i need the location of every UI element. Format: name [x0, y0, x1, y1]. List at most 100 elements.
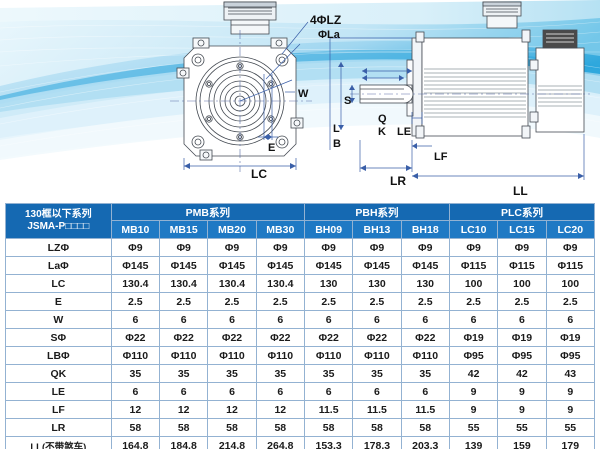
cell-LC15: Φ19 [497, 328, 547, 347]
cell-MB20: 130.4 [207, 274, 257, 293]
row-label: LR [5, 418, 112, 437]
dim-label-le: LE [397, 126, 412, 138]
table-row: LC 130.4 130.4 130.4 130.4 130 130 130 100 100 100 [5, 274, 596, 293]
dim-label-la: ΦLa [318, 29, 340, 41]
series-header-PMB系列: PMB系列 [110, 203, 305, 221]
dim-label-e: E [268, 142, 276, 154]
cell-BH18: 203.3 [400, 436, 450, 449]
cell-MB30: Φ22 [255, 328, 305, 347]
cell-BH09: 6 [303, 382, 354, 401]
cell-LC10: 42 [448, 364, 499, 383]
cell-LC20: 9 [545, 400, 596, 419]
cell-BH13: Φ22 [352, 328, 402, 347]
model-header-LC10: LC10 [448, 220, 499, 239]
model-header-MB10: MB10 [110, 220, 161, 239]
dim-label-lf: LF [434, 151, 448, 163]
model-header-BH13: BH13 [352, 220, 402, 239]
cell-MB20: 2.5 [207, 292, 257, 311]
table-row: LaΦ Φ145 Φ145 Φ145 Φ145 Φ145 Φ145 Φ145 Φ115 Φ115 Φ… [5, 256, 596, 275]
cell-LC10: Φ95 [448, 346, 499, 365]
cell-MB15: Φ110 [159, 346, 209, 365]
cell-LC10: 139 [448, 436, 499, 449]
cell-BH09: Φ22 [303, 328, 354, 347]
model-header-BH09: BH09 [303, 220, 354, 239]
cell-MB10: 58 [110, 418, 161, 437]
table-row: LE 6 6 6 6 6 6 6 9 9 9 [5, 382, 596, 401]
cell-BH18: Φ110 [400, 346, 450, 365]
cell-LC20: 6 [545, 310, 596, 329]
side-view [359, 1, 585, 139]
corner-line-1: 130框以下系列 [25, 209, 92, 220]
cell-MB20: 214.8 [207, 436, 257, 449]
dim-label-l: L [333, 123, 340, 135]
row-label: LZΦ [5, 238, 112, 257]
cell-MB10: 12 [110, 400, 161, 419]
cell-BH13: 58 [352, 418, 402, 437]
cell-MB10: 6 [110, 382, 161, 401]
specification-table: 130框以下系列 JSMA-P□□□□ PMB系列 PBH系列 PLC系列 MB10… [5, 203, 596, 449]
cell-MB30: Φ145 [255, 256, 305, 275]
cell-MB30: 58 [255, 418, 305, 437]
row-label: LF [5, 400, 112, 419]
corner-header: 130框以下系列 JSMA-P□□□□ [5, 203, 112, 239]
cell-MB10: 164.8 [110, 436, 161, 449]
dim-label-k: K [378, 126, 386, 138]
series-header-PLC系列: PLC系列 [448, 203, 596, 221]
cell-BH13: 178.3 [352, 436, 402, 449]
model-header-LC15: LC15 [497, 220, 547, 239]
table-head: 130框以下系列 JSMA-P□□□□ PMB系列 PBH系列 PLC系列 MB10… [5, 203, 596, 239]
cell-MB10: Φ22 [110, 328, 161, 347]
cell-MB30: 35 [255, 364, 305, 383]
cell-BH13: 11.5 [352, 400, 402, 419]
cell-MB30: 2.5 [255, 292, 305, 311]
cell-MB20: Φ110 [207, 346, 257, 365]
row-label: LC [5, 274, 112, 293]
row-label: LL(不带煞车) [5, 436, 112, 449]
cell-BH09: Φ9 [303, 238, 354, 257]
cell-MB30: 6 [255, 382, 305, 401]
cell-MB20: 6 [207, 382, 257, 401]
cell-MB30: 264.8 [255, 436, 305, 449]
dim-label-q: Q [378, 113, 387, 125]
cell-MB30: 12 [255, 400, 305, 419]
cell-LC20: Φ95 [545, 346, 596, 365]
table-row: E 2.5 2.5 2.5 2.5 2.5 2.5 2.5 2.5 2.5 2.5 [5, 292, 596, 311]
dim-label-w: W [298, 88, 309, 100]
cell-LC10: 100 [448, 274, 499, 293]
cell-BH18: Φ9 [400, 238, 450, 257]
cell-LC20: 55 [545, 418, 596, 437]
cell-BH13: 2.5 [352, 292, 402, 311]
dim-label-s: S [344, 95, 352, 107]
series-header-PBH系列: PBH系列 [303, 203, 450, 221]
cell-LC15: 55 [497, 418, 547, 437]
cell-BH18: 6 [400, 382, 450, 401]
cell-MB20: Φ22 [207, 328, 257, 347]
cell-BH13: 35 [352, 364, 402, 383]
row-label: E [5, 292, 112, 311]
cell-LC10: Φ19 [448, 328, 499, 347]
cell-LC10: 9 [448, 400, 499, 419]
cell-BH09: 35 [303, 364, 354, 383]
cell-BH09: Φ145 [303, 256, 354, 275]
cell-BH13: Φ110 [352, 346, 402, 365]
cell-BH18: 2.5 [400, 292, 450, 311]
row-label: SΦ [5, 328, 112, 347]
cell-MB10: 130.4 [110, 274, 161, 293]
table-row: LZΦ Φ9 Φ9 Φ9 Φ9 Φ9 Φ9 Φ9 Φ9 Φ9 Φ9 [5, 238, 596, 257]
cell-LC15: 159 [497, 436, 547, 449]
series-header-row: 130框以下系列 JSMA-P□□□□ PMB系列 PBH系列 PLC系列 [5, 203, 596, 239]
table-row: LR 58 58 58 58 58 58 58 55 55 55 [5, 418, 596, 437]
corner-line-2: JSMA-P□□□□ [27, 221, 90, 232]
cell-BH09: Φ110 [303, 346, 354, 365]
cell-MB15: 6 [159, 310, 209, 329]
cell-LC20: Φ9 [545, 238, 596, 257]
cell-MB30: Φ9 [255, 238, 305, 257]
cell-LC10: 55 [448, 418, 499, 437]
cell-LC20: 100 [545, 274, 596, 293]
cell-BH09: 2.5 [303, 292, 354, 311]
cell-MB30: 130.4 [255, 274, 305, 293]
cell-MB10: 6 [110, 310, 161, 329]
cell-LC15: Φ95 [497, 346, 547, 365]
cell-BH09: 6 [303, 310, 354, 329]
cell-MB15: Φ22 [159, 328, 209, 347]
